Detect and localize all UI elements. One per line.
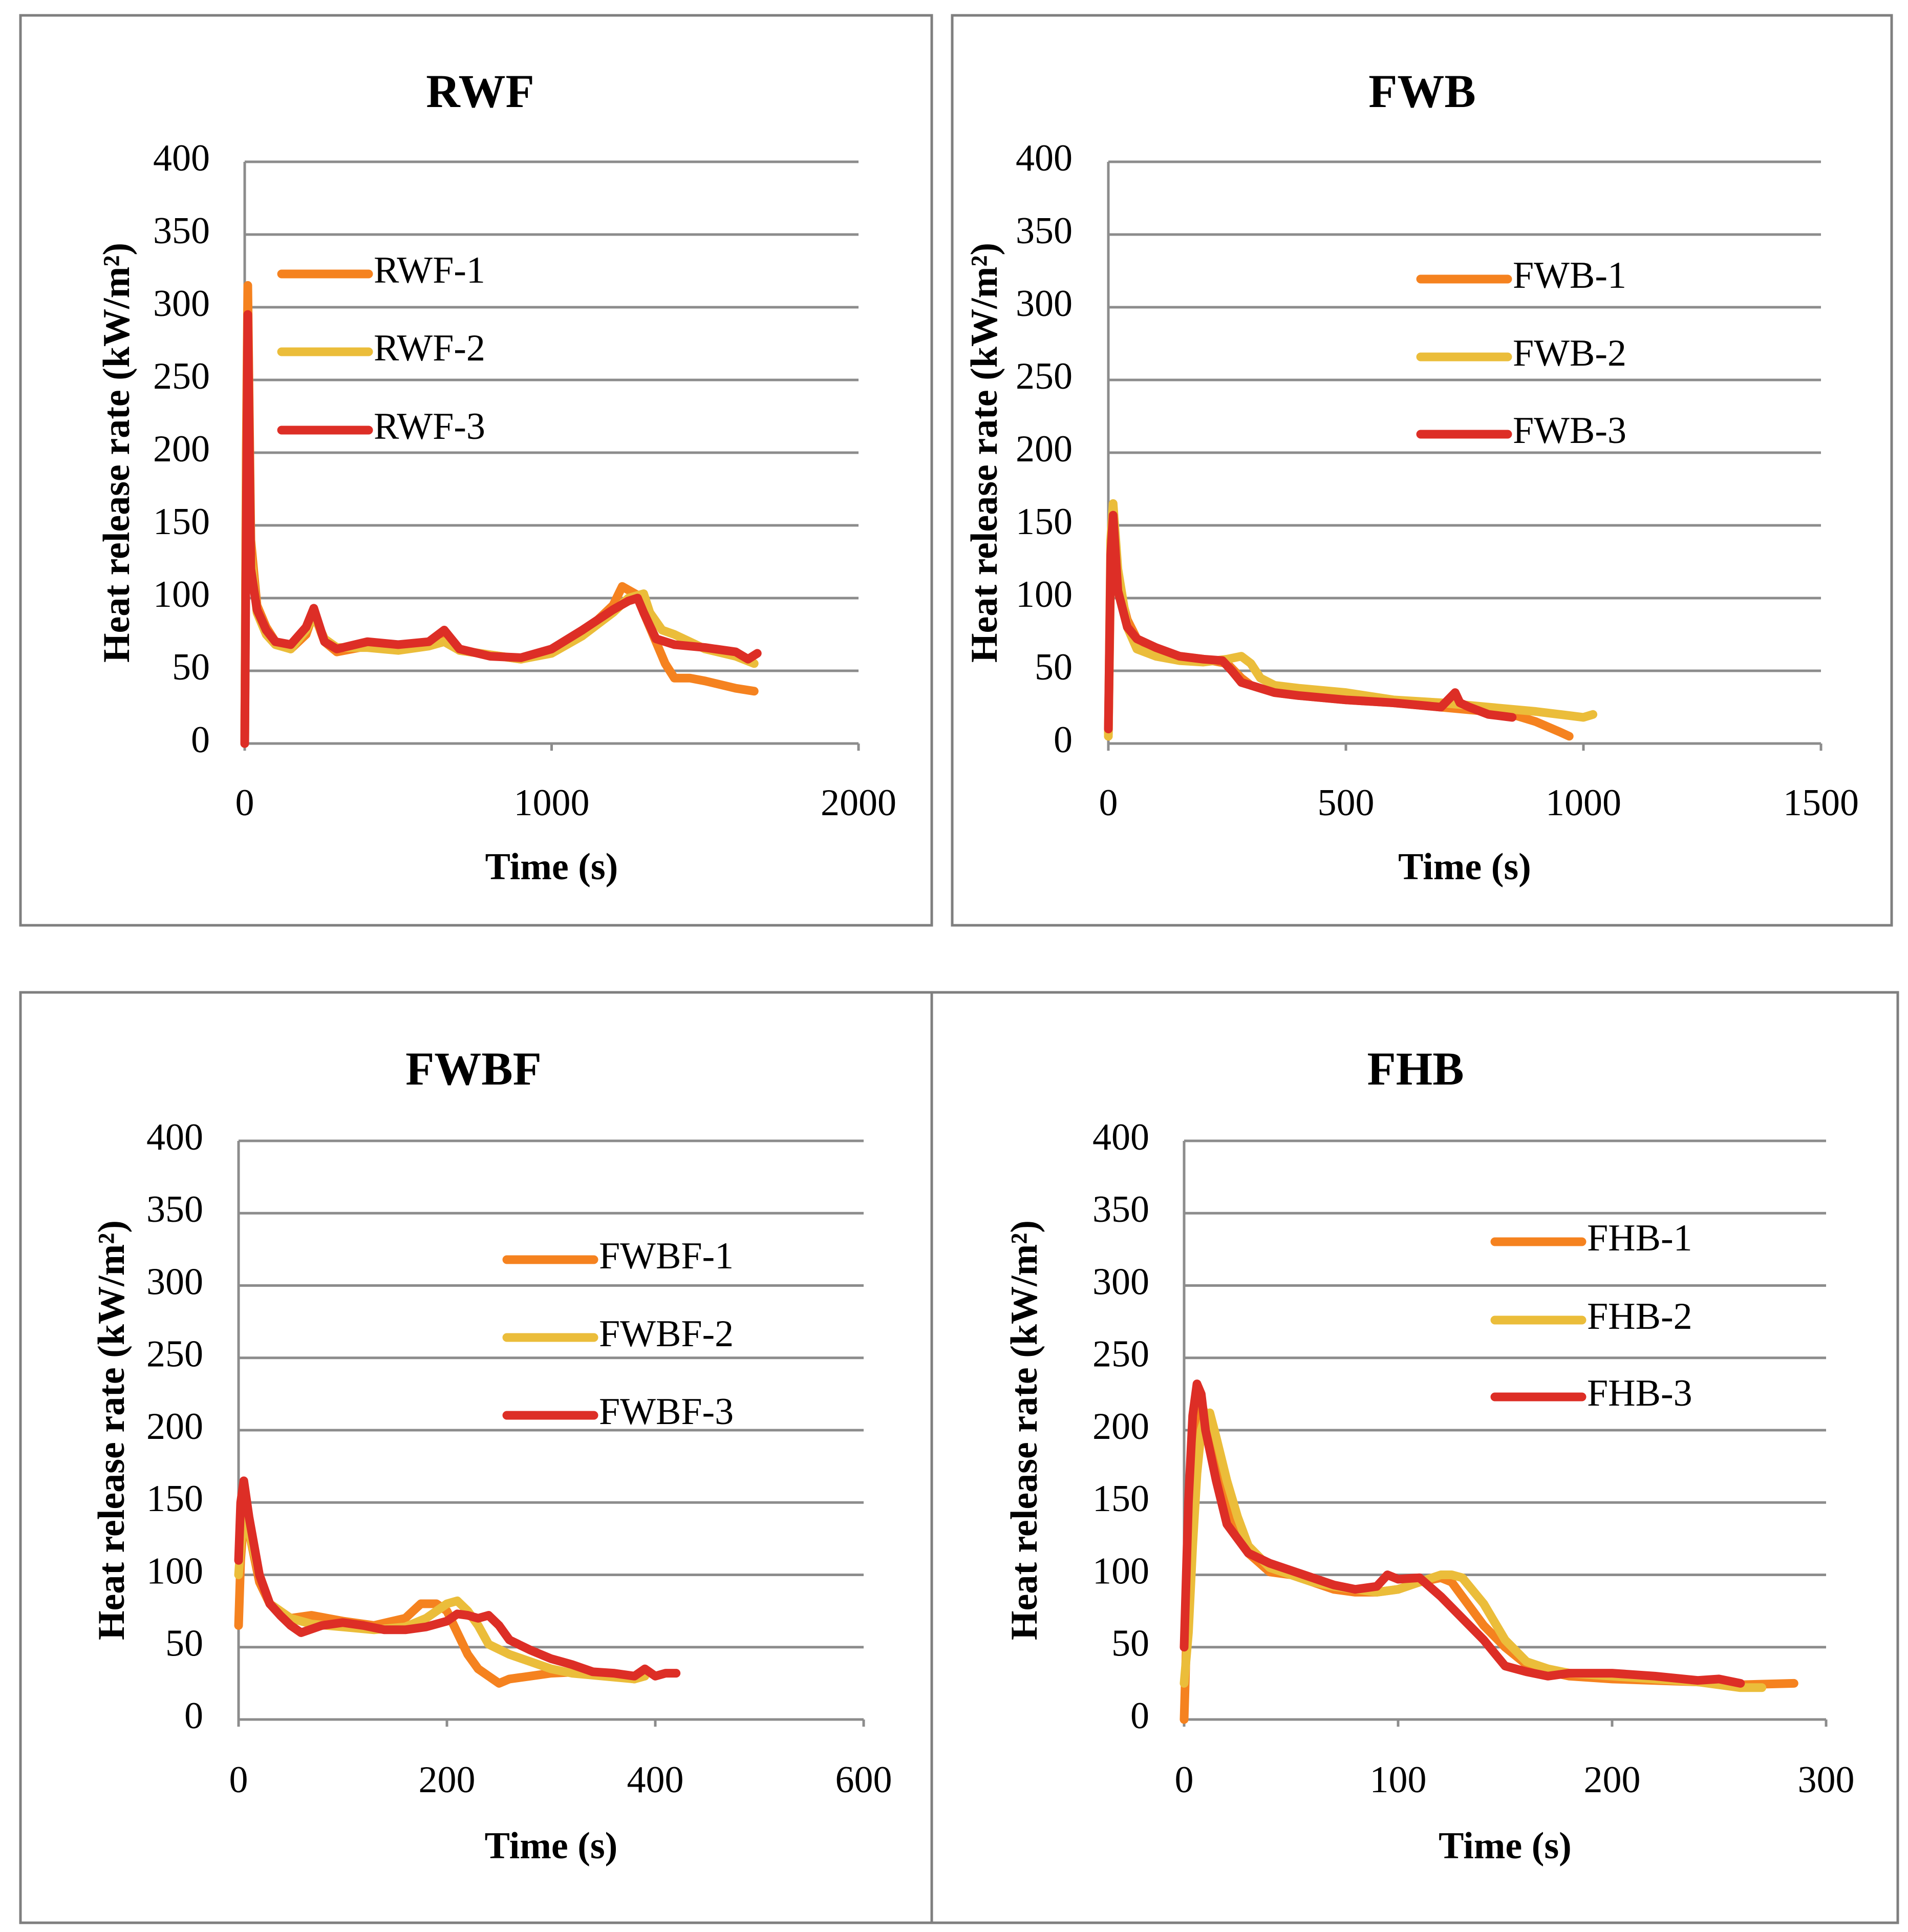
x-axis-label: Time (s) <box>1439 1825 1572 1867</box>
y-tick-label: 350 <box>153 210 210 252</box>
y-tick-label: 0 <box>1130 1695 1149 1737</box>
y-tick-label: 300 <box>1016 283 1073 325</box>
y-tick-label: 150 <box>1016 501 1073 543</box>
panel-border <box>19 14 933 927</box>
y-tick-label: 150 <box>146 1478 203 1520</box>
y-tick-label: 100 <box>1016 574 1073 615</box>
legend-label: FWB-2 <box>1513 332 1626 374</box>
x-tick-label: 1000 <box>1546 782 1621 824</box>
y-tick-label: 300 <box>1092 1261 1149 1303</box>
y-tick-label: 50 <box>1035 646 1073 688</box>
panel-border <box>930 991 1899 1924</box>
x-tick-label: 400 <box>627 1759 684 1801</box>
x-tick-label: 300 <box>1798 1759 1855 1801</box>
legend-label: FHB-3 <box>1587 1372 1692 1414</box>
series-line-FWBF-3 <box>234 1476 681 1681</box>
series-line-RWF-3 <box>240 310 762 748</box>
chart-panel: FWBF 0 50 100 150 200 250 300 350 400 0 200 400 600 Ti… <box>19 991 933 1924</box>
y-tick-label: 250 <box>146 1333 203 1375</box>
x-tick-label: 200 <box>419 1759 476 1801</box>
chart-title: RWF <box>426 65 534 117</box>
y-tick-label: 0 <box>184 1695 203 1737</box>
y-tick-label: 200 <box>153 428 210 470</box>
x-tick-label: 0 <box>1175 1759 1194 1801</box>
y-tick-label: 400 <box>146 1116 203 1158</box>
legend-label: FWBF-1 <box>599 1235 734 1277</box>
x-tick-label: 1500 <box>1783 782 1859 824</box>
legend-label: FWBF-2 <box>599 1313 734 1355</box>
series-line-FWBF-2 <box>234 1513 650 1684</box>
y-tick-label: 250 <box>1016 355 1073 397</box>
y-tick-label: 200 <box>1016 428 1073 470</box>
legend-label: FWB-1 <box>1513 254 1626 296</box>
series-line-FWB-3 <box>1104 511 1517 734</box>
legend-label: FHB-1 <box>1587 1217 1692 1259</box>
x-axis-label: Time (s) <box>1398 846 1531 888</box>
x-tick-label: 1000 <box>514 782 590 824</box>
y-tick-label: 0 <box>1054 719 1073 761</box>
y-tick-label: 150 <box>1092 1478 1149 1520</box>
x-axis-label: Time (s) <box>485 1825 618 1867</box>
x-tick-label: 500 <box>1318 782 1375 824</box>
y-tick-label: 50 <box>1111 1623 1149 1665</box>
x-tick-label: 200 <box>1584 1759 1641 1801</box>
chart-title: FWB <box>1368 65 1476 117</box>
y-tick-label: 350 <box>1016 210 1073 252</box>
y-tick-label: 100 <box>146 1550 203 1592</box>
y-tick-label: 50 <box>172 646 210 688</box>
legend-label: RWF-1 <box>374 249 485 291</box>
chart-panel: RWF 0 50 100 150 200 250 300 350 400 0 1000 2000 Time… <box>19 14 933 927</box>
y-tick-label: 400 <box>153 137 210 179</box>
x-tick-label: 0 <box>235 782 254 824</box>
x-tick-label: 100 <box>1370 1759 1427 1801</box>
x-tick-label: 0 <box>1099 782 1118 824</box>
y-tick-label: 100 <box>1092 1550 1149 1592</box>
y-tick-label: 250 <box>153 355 210 397</box>
y-tick-label: 200 <box>1092 1406 1149 1448</box>
y-tick-label: 0 <box>191 719 210 761</box>
x-tick-label: 600 <box>835 1759 892 1801</box>
series-line-FWBF-1 <box>234 1513 639 1688</box>
series-line-FHB-3 <box>1180 1379 1745 1688</box>
legend-label: FWB-3 <box>1513 410 1626 452</box>
y-tick-label: 100 <box>153 574 210 615</box>
legend-label: RWF-2 <box>374 327 485 369</box>
y-tick-label: 400 <box>1016 137 1073 179</box>
y-tick-label: 300 <box>153 283 210 325</box>
chart-panel: FHB 0 50 100 150 200 250 300 350 400 0 100 200 300 Tim… <box>930 991 1899 1924</box>
panel-border <box>951 14 1893 927</box>
y-axis-label: Heat release rate (kW/m²) <box>1003 1220 1045 1640</box>
y-tick-label: 150 <box>153 501 210 543</box>
y-tick-label: 250 <box>1092 1333 1149 1375</box>
y-tick-label: 350 <box>146 1188 203 1230</box>
x-tick-label: 0 <box>229 1759 248 1801</box>
chart-panel: FWB 0 50 100 150 200 250 300 350 400 0 500 1000 1500 T… <box>951 14 1893 927</box>
y-tick-label: 350 <box>1092 1188 1149 1230</box>
chart-title: FWBF <box>405 1043 542 1095</box>
x-tick-label: 2000 <box>821 782 896 824</box>
legend-label: RWF-3 <box>374 406 485 448</box>
y-tick-label: 50 <box>165 1623 203 1665</box>
y-axis-label: Heat release rate (kW/m²) <box>96 243 138 663</box>
chart-title: FHB <box>1367 1043 1464 1095</box>
y-tick-label: 300 <box>146 1261 203 1303</box>
y-axis-label: Heat release rate (kW/m²) <box>91 1220 133 1640</box>
legend-label: FHB-2 <box>1587 1296 1692 1337</box>
legend-label: FWBF-3 <box>599 1391 734 1433</box>
x-axis-label: Time (s) <box>485 846 618 888</box>
y-tick-label: 200 <box>146 1406 203 1448</box>
y-tick-label: 400 <box>1092 1116 1149 1158</box>
y-axis-label: Heat release rate (kW/m²) <box>963 243 1005 663</box>
